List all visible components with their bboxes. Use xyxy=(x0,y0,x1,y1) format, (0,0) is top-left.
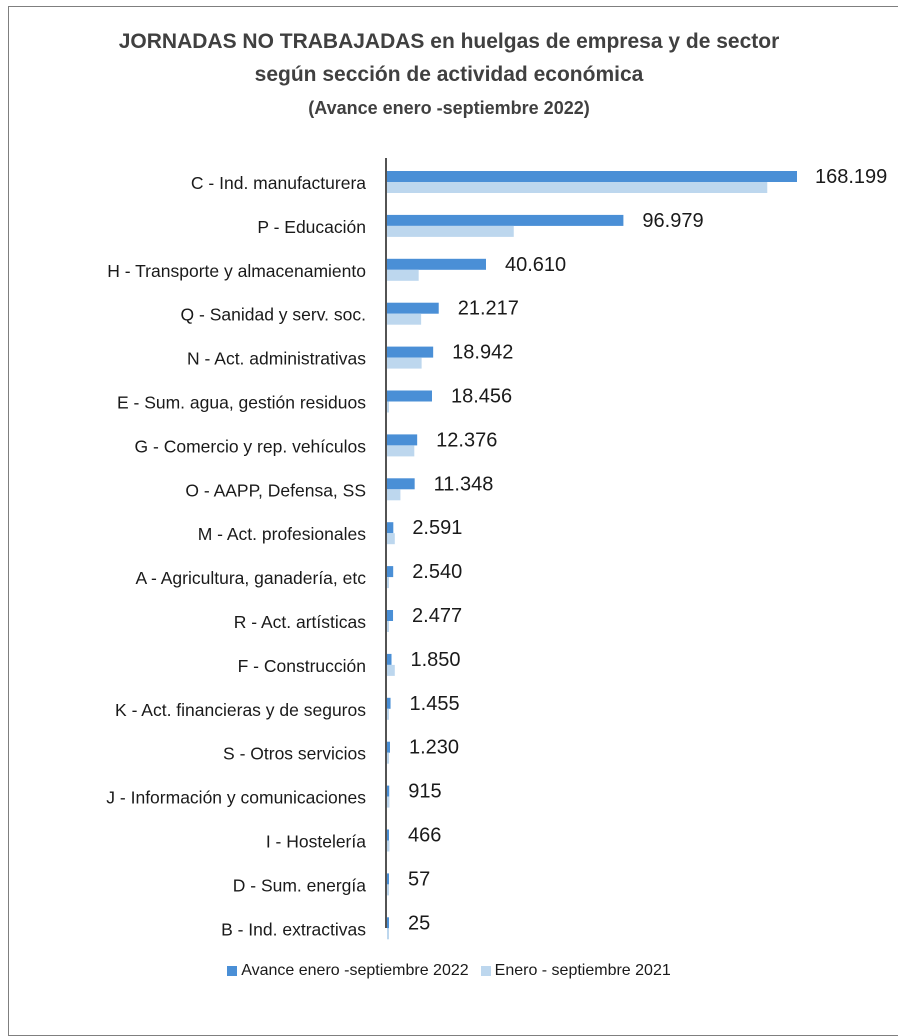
bar-2022 xyxy=(387,917,389,929)
data-label: 40.610 xyxy=(505,254,566,276)
bar-2022 xyxy=(387,390,432,402)
category-label: F - Construcción xyxy=(238,656,366,676)
category-label: I - Hostelería xyxy=(266,832,366,852)
bar-2022 xyxy=(387,697,391,709)
bar-2021 xyxy=(387,577,389,589)
legend-item-2022: Avance enero -septiembre 2022 xyxy=(227,962,469,980)
bar-2021 xyxy=(387,182,768,193)
bar-2022 xyxy=(387,829,389,841)
bar-2021 xyxy=(387,269,419,281)
bar-2021 xyxy=(387,225,514,237)
data-label: 915 xyxy=(408,781,441,803)
bar-2022 xyxy=(387,258,486,270)
data-label: 1.455 xyxy=(410,693,460,715)
data-label: 168.199 xyxy=(815,166,887,188)
bar-2022 xyxy=(387,741,390,753)
bar-2022 xyxy=(387,610,394,621)
bar-2021 xyxy=(387,796,390,808)
bar-2021 xyxy=(387,621,389,632)
category-label: P - Educación xyxy=(257,217,366,237)
category-label: B - Ind. extractivas xyxy=(221,919,366,939)
bar-2022 xyxy=(387,522,394,534)
category-label: H - Transporte y almacenamiento xyxy=(107,261,366,281)
bar-2022 xyxy=(387,653,392,665)
bar-2022 xyxy=(387,434,418,446)
bar-2021 xyxy=(387,445,415,457)
category-label: A - Agricultura, ganadería, etc xyxy=(135,568,366,588)
data-label: 12.376 xyxy=(436,429,497,451)
category-label: R - Act. artísticas xyxy=(234,612,366,632)
category-label: O - AAPP, Defensa, SS xyxy=(185,480,366,500)
data-label: 2.591 xyxy=(412,517,462,539)
chart-title: JORNADAS NO TRABAJADAS en huelgas de emp… xyxy=(118,30,780,53)
category-label: C - Ind. manufacturera xyxy=(191,173,366,193)
category-label: S - Otros servicios xyxy=(223,744,366,764)
bar-2021 xyxy=(387,664,395,676)
category-label: J - Información y comunicaciones xyxy=(106,788,366,808)
bar-2021 xyxy=(387,401,389,413)
bar-2022 xyxy=(387,785,390,797)
bar-2021 xyxy=(387,708,389,720)
bar-2021 xyxy=(387,752,389,764)
category-label: E - Sum. agua, gestión residuos xyxy=(117,393,366,413)
legend: Avance enero -septiembre 2022 Enero - se… xyxy=(0,962,898,980)
data-label: 1.230 xyxy=(409,737,459,759)
legend-label-2022: Avance enero -septiembre 2022 xyxy=(241,962,469,979)
bar-2022 xyxy=(387,302,439,314)
bar-2022 xyxy=(387,214,624,226)
bar-2022 xyxy=(387,478,415,490)
category-label: K - Act. financieras y de seguros xyxy=(115,700,366,720)
data-label: 466 xyxy=(408,825,441,847)
bar-2021 xyxy=(387,533,395,545)
data-label: 18.456 xyxy=(451,386,512,408)
bar-2022 xyxy=(387,873,389,885)
bar-2021 xyxy=(387,357,422,369)
chart-subtitle: según sección de actividad económica xyxy=(254,63,644,86)
bar-2021 xyxy=(387,840,390,852)
legend-item-2021: Enero - septiembre 2021 xyxy=(480,962,671,980)
data-label: 21.217 xyxy=(458,298,519,320)
legend-swatch-2022 xyxy=(227,966,238,976)
category-label: Q - Sanidad y serv. soc. xyxy=(181,305,366,325)
bar-2021 xyxy=(387,489,401,501)
legend-label-2021: Enero - septiembre 2021 xyxy=(494,962,671,979)
bar-2022 xyxy=(387,566,394,578)
category-label: D - Sum. energía xyxy=(233,875,367,895)
data-label: 2.540 xyxy=(412,561,462,583)
data-label: 11.348 xyxy=(434,473,494,495)
category-label: G - Comercio y rep. vehículos xyxy=(135,436,367,456)
bar-2022 xyxy=(387,171,797,182)
legend-swatch-2021 xyxy=(480,966,491,976)
data-label: 1.850 xyxy=(411,649,461,671)
bar-2021 xyxy=(387,884,389,896)
data-label: 96.979 xyxy=(642,210,703,232)
bar-2021 xyxy=(387,928,389,940)
data-label: 18.942 xyxy=(452,342,513,364)
data-label: 25 xyxy=(408,912,430,934)
data-label: 2.477 xyxy=(412,605,462,627)
bar-2022 xyxy=(387,346,434,358)
category-label: N - Act. administrativas xyxy=(187,349,366,369)
bar-2021 xyxy=(387,313,422,325)
data-label: 57 xyxy=(408,868,430,890)
chart-period: (Avance enero -septiembre 2022) xyxy=(308,98,590,118)
category-label: M - Act. profesionales xyxy=(198,524,367,544)
